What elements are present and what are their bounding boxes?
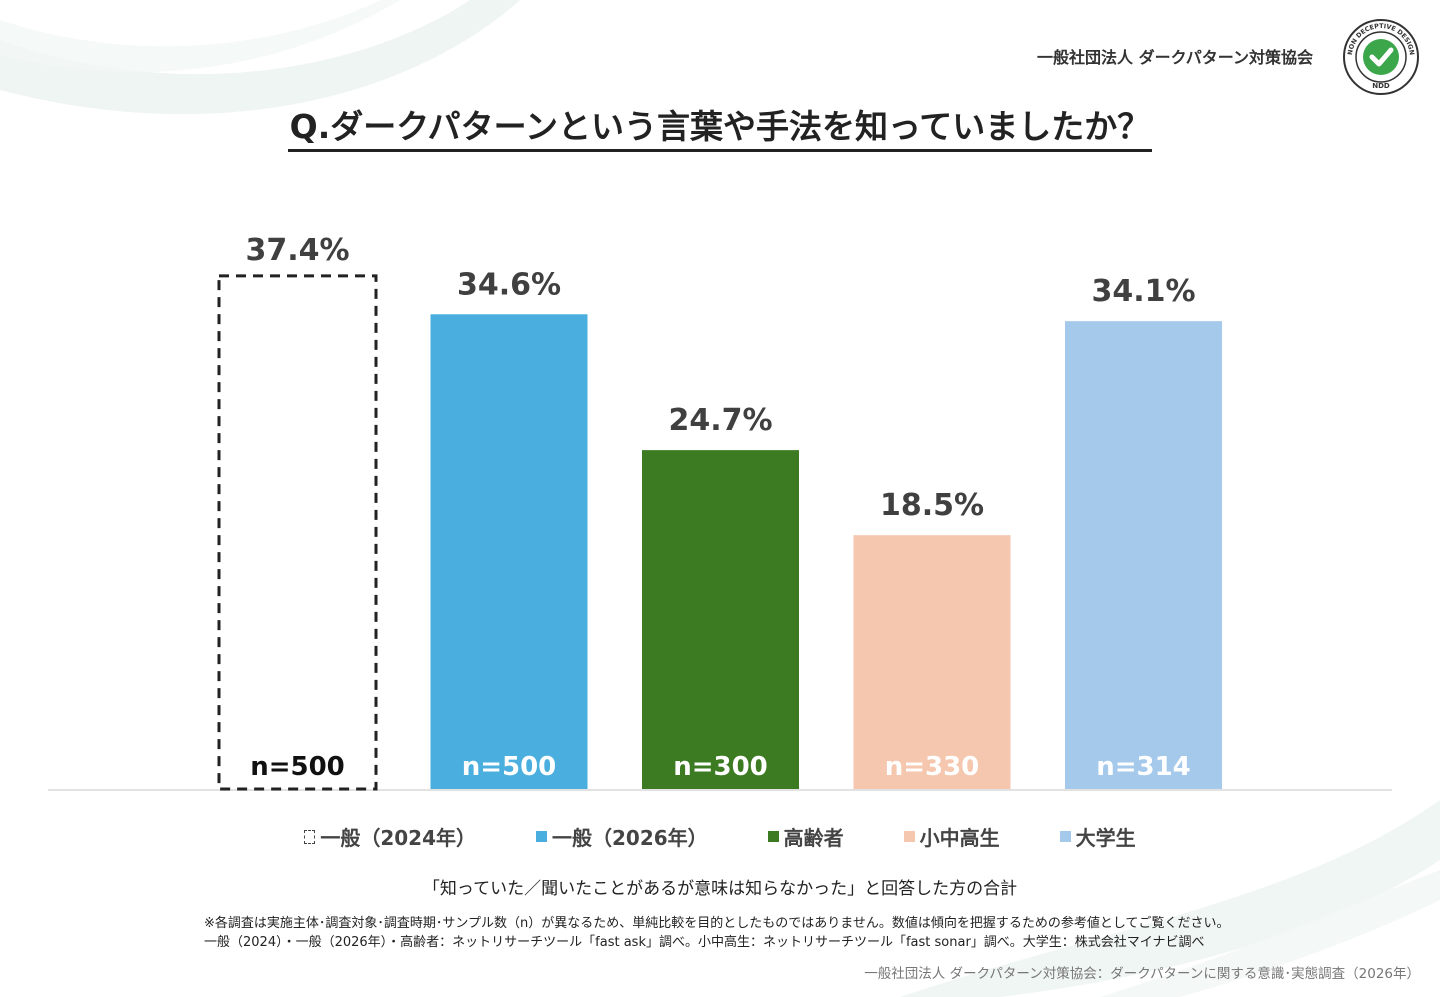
sample-size-label: n=300 bbox=[673, 752, 768, 782]
legend-swatch bbox=[304, 829, 316, 844]
legend-label: 一般（2026年） bbox=[552, 826, 708, 850]
legend-item: 一般（2024年） bbox=[304, 822, 476, 851]
legend-swatch bbox=[767, 831, 779, 842]
bar-value-label: 34.1% bbox=[1091, 274, 1195, 309]
chart-caption: 「知っていた／聞いたことがあるが意味は知らなかった」と回答した方の合計 bbox=[422, 879, 1018, 899]
footnote-line-1: ※各調査は実施主体･調査対象･調査時期･サンプル数（n）が異なるため、単純比較を… bbox=[204, 916, 1230, 931]
title-text: Q.ダークパターンという言葉や手法を知っていましたか？ bbox=[287, 107, 1153, 152]
sample-size-label: n=500 bbox=[250, 752, 345, 782]
bar-value-label: 18.5% bbox=[880, 488, 984, 523]
legend-item: 高齢者 bbox=[767, 822, 844, 851]
non-deceptive-design-badge-icon: NON DECEPTIVE DESIGN NDD bbox=[1343, 19, 1419, 95]
sample-size-label: n=314 bbox=[1096, 752, 1191, 782]
footnote-line-2: 一般（2024）・一般（2026年）・高齢者：ネットリサーチツール「fast a… bbox=[204, 935, 1205, 950]
source-citation: 一般社団法人 ダークパターン対策協会：ダークパターンに関する意識･実態調査（20… bbox=[864, 966, 1420, 982]
sample-size-label: n=330 bbox=[885, 752, 980, 782]
legend-swatch bbox=[903, 831, 915, 842]
bar-chart: 37.4% n=500 34.6% n=500 24.7% n=300 18.5% n=330… bbox=[48, 233, 1392, 791]
bar bbox=[430, 314, 588, 789]
legend-label: 小中高生 bbox=[919, 826, 1000, 850]
legend-item: 大学生 bbox=[1059, 822, 1136, 851]
legend-item: 小中高生 bbox=[903, 822, 1000, 851]
legend: 一般（2024年） 一般（2026年） 高齢者 小中高生 大学生 bbox=[0, 822, 1440, 851]
footnotes: ※各調査は実施主体･調査対象･調査時期･サンプル数（n）が異なるため、単純比較を… bbox=[204, 914, 1229, 952]
bar bbox=[217, 274, 378, 791]
legend-swatch bbox=[536, 831, 547, 842]
organization-name: 一般社団法人 ダークパターン対策協会 bbox=[1037, 48, 1313, 67]
legend-label: 高齢者 bbox=[783, 826, 844, 850]
bar bbox=[1065, 321, 1222, 789]
bar-value-label: 37.4% bbox=[245, 233, 349, 268]
legend-label: 大学生 bbox=[1075, 826, 1136, 850]
page-title: Q.ダークパターンという言葉や手法を知っていましたか？ bbox=[0, 100, 1440, 152]
bar bbox=[642, 450, 799, 789]
legend-swatch bbox=[1059, 831, 1071, 842]
bar-value-label: 24.7% bbox=[668, 403, 772, 438]
sample-size-label: n=500 bbox=[462, 752, 557, 782]
bar-value-label: 34.6% bbox=[457, 267, 561, 302]
legend-label: 一般（2024年） bbox=[320, 826, 476, 850]
legend-item: 一般（2026年） bbox=[536, 822, 708, 851]
bar bbox=[853, 535, 1011, 789]
logo-text-bottom: NDD bbox=[1372, 82, 1390, 90]
